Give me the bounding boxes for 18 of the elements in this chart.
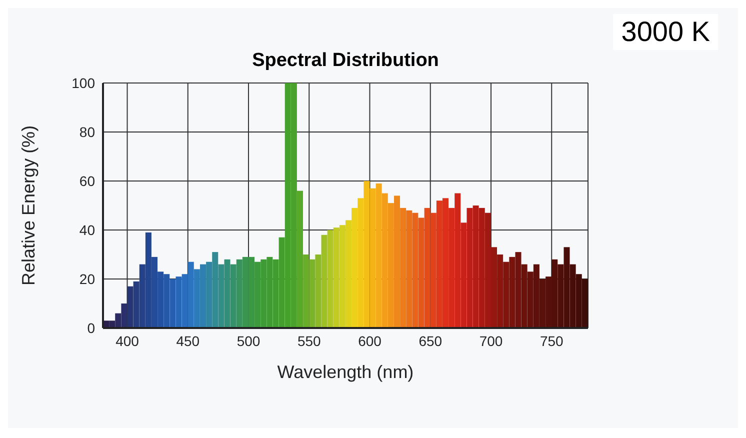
x-tick-label: 400 (116, 332, 140, 349)
y-tick-label: 100 (72, 74, 96, 91)
y-tick-label: 20 (79, 270, 96, 287)
y-tick-label: 40 (79, 222, 96, 238)
x-tick-label: 600 (358, 332, 382, 349)
y-axis-title: Relative Energy (%) (18, 125, 38, 286)
x-axis-title: Wavelength (nm) (277, 362, 414, 382)
x-tick-label: 650 (418, 332, 442, 349)
chart-title: Spectral Distribution (251, 50, 440, 72)
text: 3000 K (613, 14, 718, 50)
x-tick-label: 550 (297, 332, 322, 349)
x-tick-label: 700 (479, 332, 503, 349)
x-tick-label: 500 (236, 332, 260, 349)
x-tick-label: 450 (176, 332, 200, 349)
y-tick-label: 60 (79, 172, 96, 189)
y-tick-label: 0 (87, 320, 96, 336)
y-tick-label: 80 (79, 124, 96, 140)
x-tick-label: 750 (540, 332, 564, 349)
